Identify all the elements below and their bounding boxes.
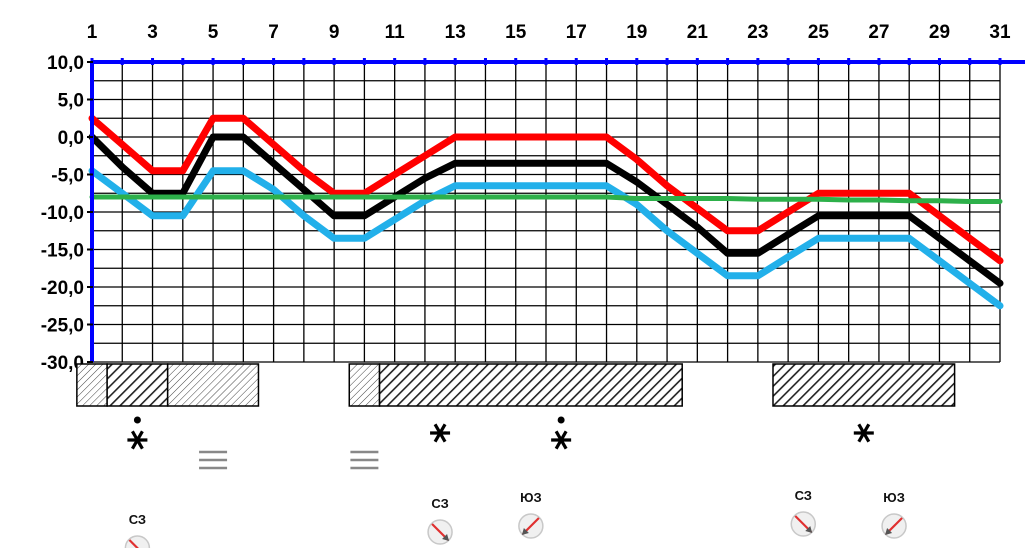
- x-tick-label: 27: [868, 22, 889, 43]
- precipitation-bar: [106, 363, 169, 407]
- y-tick-label: -10,0: [41, 203, 84, 224]
- x-tick-label: 29: [929, 22, 950, 43]
- snowflake-stroke: [131, 430, 144, 450]
- y-tick-label: -20,0: [41, 278, 84, 299]
- snow-icon: [430, 423, 451, 443]
- wind-label: ЮЗ: [520, 490, 542, 505]
- y-tick-label: 10,0: [47, 53, 84, 74]
- wind-arrow-head: [885, 528, 893, 535]
- precipitation-bar: [166, 363, 260, 407]
- shower-dot: [557, 416, 565, 424]
- x-tick-label: 13: [445, 22, 466, 43]
- wind-southwest-icon: ЮЗ: [881, 490, 907, 539]
- axes: 1 3 5 7 9 11 13 15 17 19 21 23 25 27 29 3110,05,00,0-5,…: [41, 22, 1025, 374]
- x-tick-label: 1: [87, 22, 98, 43]
- snow-icon: [853, 423, 874, 443]
- wind-northwest-icon: СЗ: [427, 496, 453, 545]
- x-tick-label: 17: [566, 22, 587, 43]
- fog-icon: [350, 450, 379, 470]
- precipitation-bar: [76, 363, 108, 407]
- series-line-1: [88, 114, 1004, 265]
- x-tick-label: 25: [808, 22, 830, 43]
- x-tick-label: 21: [687, 22, 709, 43]
- series-line-4: [89, 194, 1003, 204]
- x-tick-label: 23: [747, 22, 768, 43]
- wind-label: СЗ: [129, 512, 146, 527]
- x-tick-label: 3: [147, 22, 158, 43]
- wind-arrow-head: [805, 526, 813, 533]
- x-tick-label: 7: [268, 22, 279, 43]
- weather-symbols: [127, 416, 874, 470]
- wind-northwest-icon: СЗ: [790, 488, 817, 537]
- wind-label: СЗ: [795, 488, 812, 503]
- wind-indicators: СЗ СЗ ЮЗ СЗ ЮЗ: [124, 488, 907, 553]
- precipitation-bar: [348, 363, 381, 407]
- wind-label: СЗ: [431, 496, 448, 511]
- x-tick-label: 11: [385, 22, 406, 43]
- x-tick-label: 5: [208, 22, 219, 43]
- series-line-3: [88, 167, 1004, 310]
- fog-icon: [199, 450, 228, 470]
- y-tick-label: -5,0: [51, 166, 84, 187]
- wind-arrow-head: [521, 528, 529, 535]
- snow-shower-icon: [127, 416, 148, 450]
- grid: [91, 61, 1001, 363]
- snowflake-stroke: [433, 423, 447, 443]
- wind-rose: [124, 535, 151, 553]
- precipitation-bar: [772, 363, 956, 407]
- y-tick-label: -15,0: [41, 241, 84, 262]
- x-tick-label: 31: [989, 22, 1011, 43]
- wind-label: ЮЗ: [883, 490, 905, 505]
- snow-shower-icon: [551, 416, 572, 450]
- wind-arrow-head: [442, 534, 450, 541]
- precipitation-bar: [378, 363, 683, 407]
- y-tick-label: -25,0: [41, 316, 84, 337]
- series-line-2: [88, 133, 1004, 287]
- wind-northwest-icon: СЗ: [124, 512, 151, 553]
- shower-dot: [133, 416, 141, 424]
- snowflake-stroke: [554, 430, 568, 450]
- y-tick-label: 0,0: [58, 128, 84, 149]
- y-tick-label: 5,0: [58, 91, 84, 112]
- y-tick-label: -30,0: [41, 353, 84, 374]
- x-tick-label: 19: [626, 22, 647, 43]
- wind-southwest-icon: ЮЗ: [518, 490, 544, 539]
- x-tick-label: 15: [505, 22, 527, 43]
- series-lines: [88, 114, 1004, 310]
- x-tick-label: 9: [329, 22, 340, 43]
- precipitation-bars: [76, 363, 956, 407]
- snowflake-stroke: [857, 423, 871, 443]
